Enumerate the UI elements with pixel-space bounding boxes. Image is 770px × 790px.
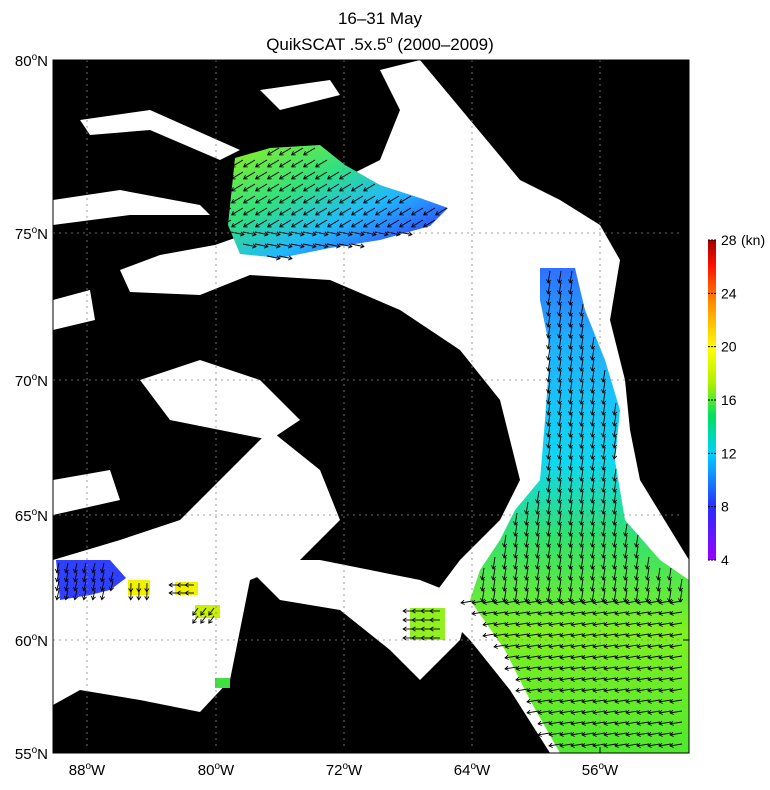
- lat-tick-label: 55oN: [15, 745, 48, 763]
- map-area: [53, 60, 689, 753]
- colorbar-tick-label: 12: [721, 445, 737, 461]
- lat-tick-label: 70oN: [15, 372, 48, 390]
- colorbar-tick-label: 20: [721, 339, 737, 355]
- patch: [215, 678, 230, 688]
- title-line-2: QuikSCAT .5x.5o (2000–2009): [266, 34, 494, 54]
- lon-tick-label: 56oW: [582, 761, 619, 779]
- lon-tick-label: 88oW: [69, 761, 106, 779]
- lat-tick-label: 65oN: [15, 507, 48, 525]
- colorbar-unit: (kn): [741, 232, 765, 248]
- lon-tick-label: 64oW: [454, 761, 491, 779]
- colorbar-tick-label: 4: [721, 552, 729, 568]
- lat-tick-label: 60oN: [15, 632, 48, 650]
- colorbar-tick-label: 8: [721, 499, 729, 515]
- colorbar-tick-label: 28: [721, 232, 737, 248]
- colorbar-tick-label: 16: [721, 392, 737, 408]
- lat-tick-label: 80oN: [15, 52, 48, 70]
- colorbar-tick-label: 24: [721, 285, 737, 301]
- lon-tick-label: 72oW: [326, 761, 363, 779]
- title-line-1: 16–31 May: [338, 9, 423, 28]
- lon-tick-label: 80oW: [198, 761, 235, 779]
- colorbar: 28 24 20 16 12 8 4 (kn): [708, 232, 765, 568]
- lat-tick-label: 75oN: [15, 225, 48, 243]
